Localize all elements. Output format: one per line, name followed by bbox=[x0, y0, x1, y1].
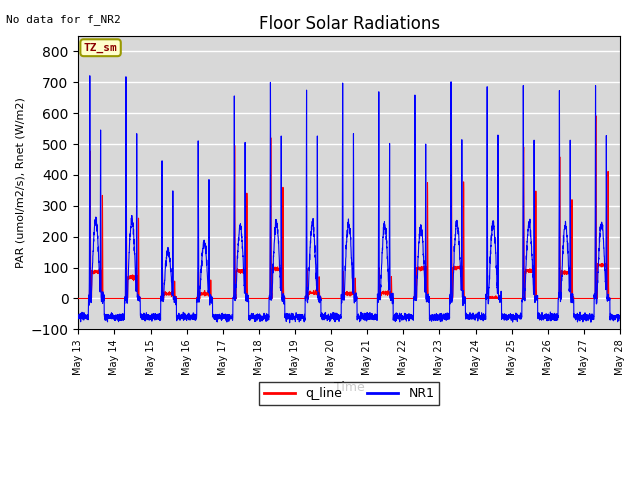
q_line bbox=[74, 296, 82, 301]
q_line bbox=[329, 296, 337, 301]
q_line bbox=[172, 296, 179, 301]
Line: q_line: q_line bbox=[78, 116, 620, 299]
Legend: q_line, NR1: q_line, NR1 bbox=[259, 382, 439, 405]
q_line bbox=[440, 296, 448, 301]
q_line bbox=[592, 113, 600, 119]
NR1 bbox=[616, 313, 624, 319]
X-axis label: Time: Time bbox=[334, 381, 365, 394]
NR1 bbox=[329, 310, 337, 315]
NR1 bbox=[286, 320, 294, 326]
q_line bbox=[616, 296, 624, 301]
Text: TZ_sm: TZ_sm bbox=[84, 43, 118, 53]
NR1 bbox=[172, 295, 180, 301]
NR1 bbox=[441, 312, 449, 318]
q_line bbox=[501, 296, 509, 301]
Title: Floor Solar Radiations: Floor Solar Radiations bbox=[259, 15, 440, 33]
NR1 bbox=[471, 313, 479, 319]
q_line bbox=[616, 296, 623, 301]
NR1 bbox=[74, 315, 82, 321]
Text: No data for f_NR2: No data for f_NR2 bbox=[6, 14, 121, 25]
Line: NR1: NR1 bbox=[78, 76, 620, 323]
NR1 bbox=[616, 314, 623, 320]
Y-axis label: PAR (umol/m2/s), Rnet (W/m2): PAR (umol/m2/s), Rnet (W/m2) bbox=[15, 97, 25, 268]
NR1 bbox=[502, 316, 509, 322]
NR1 bbox=[86, 73, 93, 79]
q_line bbox=[470, 296, 478, 301]
